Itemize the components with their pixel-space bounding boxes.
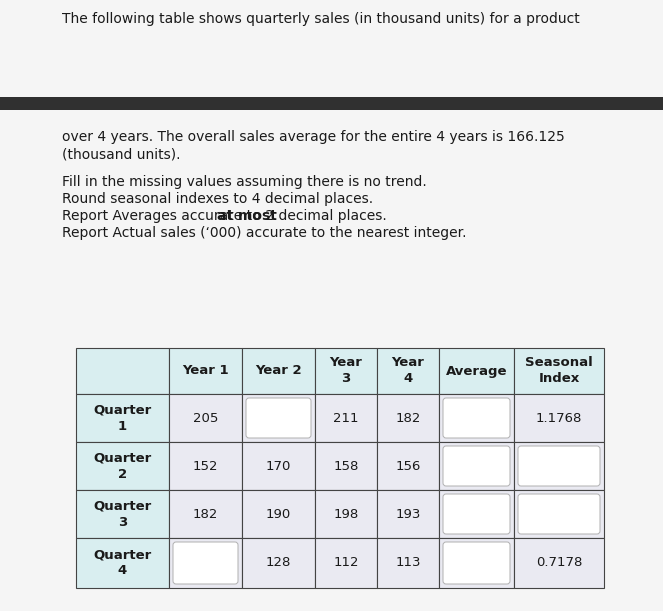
FancyBboxPatch shape xyxy=(443,542,510,584)
Bar xyxy=(76,538,169,588)
Bar xyxy=(242,442,315,490)
Text: 152: 152 xyxy=(193,459,218,472)
Text: at most: at most xyxy=(217,209,277,223)
Bar xyxy=(315,490,377,538)
Text: 211: 211 xyxy=(333,411,359,425)
FancyBboxPatch shape xyxy=(443,398,510,438)
Bar xyxy=(377,538,439,588)
Bar xyxy=(169,490,242,538)
Bar xyxy=(439,348,514,394)
Bar xyxy=(169,394,242,442)
Bar xyxy=(439,442,514,490)
Bar xyxy=(315,394,377,442)
Text: over 4 years. The overall sales average for the entire 4 years is 166.125: over 4 years. The overall sales average … xyxy=(62,130,565,144)
FancyBboxPatch shape xyxy=(518,494,600,534)
Bar xyxy=(242,538,315,588)
Bar xyxy=(242,348,315,394)
Bar xyxy=(514,442,604,490)
Bar xyxy=(439,538,514,588)
Bar xyxy=(76,442,169,490)
FancyBboxPatch shape xyxy=(443,446,510,486)
Text: 190: 190 xyxy=(266,508,291,521)
Text: Quarter
3: Quarter 3 xyxy=(93,500,152,529)
Text: 112: 112 xyxy=(333,557,359,569)
Text: 198: 198 xyxy=(333,508,359,521)
Text: Quarter
1: Quarter 1 xyxy=(93,403,152,433)
Bar xyxy=(169,538,242,588)
Bar xyxy=(377,348,439,394)
Text: 0.7178: 0.7178 xyxy=(536,557,582,569)
FancyBboxPatch shape xyxy=(443,494,510,534)
Text: Report Averages accurate to at most 2 decimal places.: Report Averages accurate to at most 2 de… xyxy=(62,209,444,223)
Text: Year
4: Year 4 xyxy=(392,356,424,386)
FancyBboxPatch shape xyxy=(173,542,238,584)
Bar xyxy=(76,394,169,442)
Text: 193: 193 xyxy=(395,508,421,521)
Text: 113: 113 xyxy=(395,557,421,569)
Bar xyxy=(169,348,242,394)
Bar xyxy=(315,538,377,588)
Bar xyxy=(439,394,514,442)
Text: 182: 182 xyxy=(193,508,218,521)
Bar xyxy=(377,394,439,442)
Text: 1.1768: 1.1768 xyxy=(536,411,582,425)
Text: Report Actual sales (‘000) accurate to the nearest integer.: Report Actual sales (‘000) accurate to t… xyxy=(62,226,467,240)
Text: 156: 156 xyxy=(395,459,421,472)
Bar xyxy=(242,394,315,442)
Text: (thousand units).: (thousand units). xyxy=(62,148,180,162)
Bar xyxy=(377,490,439,538)
Text: Quarter
4: Quarter 4 xyxy=(93,549,152,577)
Bar xyxy=(0,97,663,110)
Bar xyxy=(315,442,377,490)
Text: 2 decimal places.: 2 decimal places. xyxy=(261,209,387,223)
Text: 128: 128 xyxy=(266,557,291,569)
FancyBboxPatch shape xyxy=(518,446,600,486)
Bar xyxy=(169,442,242,490)
Text: Year 1: Year 1 xyxy=(182,365,229,378)
Text: Year
3: Year 3 xyxy=(330,356,363,386)
Bar xyxy=(76,490,169,538)
Bar xyxy=(242,490,315,538)
Text: Round seasonal indexes to 4 decimal places.: Round seasonal indexes to 4 decimal plac… xyxy=(62,192,373,206)
Bar xyxy=(514,348,604,394)
Bar xyxy=(315,348,377,394)
Text: Quarter
2: Quarter 2 xyxy=(93,452,152,480)
Text: Report Averages accurate to: Report Averages accurate to xyxy=(62,209,265,223)
Bar xyxy=(514,490,604,538)
Text: Seasonal
Index: Seasonal Index xyxy=(525,356,593,386)
FancyBboxPatch shape xyxy=(246,398,311,438)
Text: 182: 182 xyxy=(395,411,421,425)
Text: 205: 205 xyxy=(193,411,218,425)
Text: Average: Average xyxy=(446,365,507,378)
Text: 158: 158 xyxy=(333,459,359,472)
Text: The following table shows quarterly sales (in thousand units) for a product: The following table shows quarterly sale… xyxy=(62,12,579,26)
Bar xyxy=(514,538,604,588)
Text: 170: 170 xyxy=(266,459,291,472)
Bar xyxy=(377,442,439,490)
Bar xyxy=(439,490,514,538)
Text: Fill in the missing values assuming there is no trend.: Fill in the missing values assuming ther… xyxy=(62,175,427,189)
Text: Year 2: Year 2 xyxy=(255,365,302,378)
Bar xyxy=(514,394,604,442)
Bar xyxy=(76,348,169,394)
